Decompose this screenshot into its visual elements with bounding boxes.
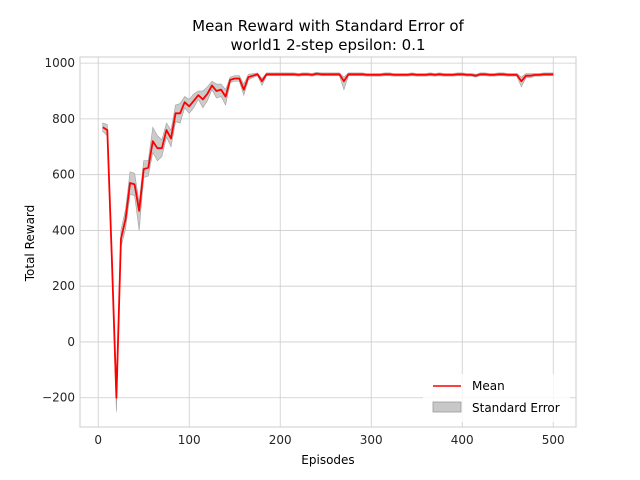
x-tick-label: 200 <box>269 433 292 447</box>
y-axis-label: Total Reward <box>23 205 37 283</box>
x-tick-label: 300 <box>360 433 383 447</box>
y-tick-label: 600 <box>52 168 75 182</box>
x-tick-label: 0 <box>94 433 102 447</box>
x-tick-labels: 0 100 200 300 400 500 <box>94 433 564 447</box>
x-axis-label: Episodes <box>301 453 354 467</box>
y-tick-label: 1000 <box>44 56 75 70</box>
grid <box>80 57 576 427</box>
standard-error-band <box>102 72 554 412</box>
chart-title-line1: Mean Reward with Standard Error of <box>192 17 464 35</box>
y-tick-label: 400 <box>52 223 75 237</box>
legend-standard-error-label: Standard Error <box>472 401 560 415</box>
y-tick-label: 200 <box>52 279 75 293</box>
chart-title-line2: world1 2-step epsilon: 0.1 <box>230 36 425 54</box>
y-tick-label: 800 <box>52 112 75 126</box>
y-tick-label: 0 <box>67 335 75 349</box>
y-tick-label: −200 <box>42 391 75 405</box>
mean-series-line <box>102 72 554 399</box>
legend: Mean Standard Error <box>423 374 570 422</box>
y-tick-labels: −200 0 200 400 600 800 1000 <box>42 56 75 405</box>
x-tick-label: 500 <box>542 433 565 447</box>
x-tick-label: 100 <box>178 433 201 447</box>
standard-error-area <box>102 72 554 412</box>
x-tick-label: 400 <box>451 433 474 447</box>
legend-standard-error-swatch <box>432 401 462 413</box>
plot-frame <box>79 56 577 428</box>
legend-mean-label: Mean <box>472 379 505 393</box>
mean-line <box>102 72 554 399</box>
